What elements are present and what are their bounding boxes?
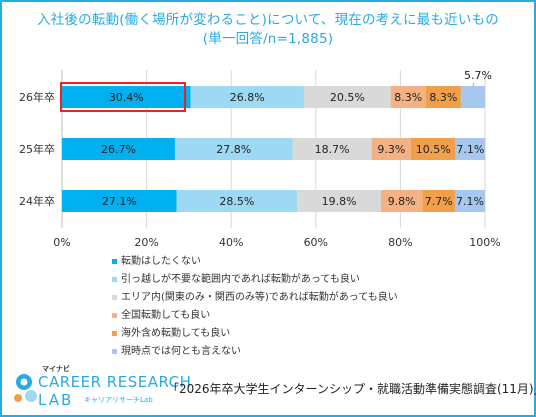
legend-label: 全国転勤しても良い (121, 310, 211, 321)
legend-swatch (112, 277, 117, 282)
x-tick-label: 60% (304, 236, 328, 249)
data-label: 19.8% (322, 195, 357, 208)
x-tick-label: 0% (53, 236, 70, 249)
bar-segment (454, 190, 485, 212)
bar-segment (62, 138, 175, 160)
category-label: 25年卒 (19, 142, 55, 156)
data-label: 27.8% (216, 143, 251, 156)
bar-segment (62, 86, 191, 108)
chart-legend: 転勤はしたくない引っ越しが不要な範囲内であれば転勤があっても良いエリア内(関東の… (112, 253, 398, 361)
chart-subtitle: (単一回答/n=1,885) (202, 31, 334, 47)
legend-item: 現時点では何とも言えない (112, 343, 398, 361)
legend-item: エリア内(関東のみ・関西のみ等)であれば転勤があっても良い (112, 289, 398, 307)
legend-swatch (112, 349, 117, 354)
legend-label: 転勤はしたくない (121, 256, 201, 267)
data-label: 26.7% (101, 143, 136, 156)
bar-segment (410, 138, 456, 160)
data-label: 20.5% (330, 91, 365, 104)
highlight-box (60, 82, 186, 112)
x-tick-label: 80% (388, 236, 412, 249)
data-label: 7.7% (425, 195, 453, 208)
legend-item: 引っ越しが不要な範囲内であれば転勤があっても良い (112, 271, 398, 289)
legend-swatch (112, 295, 117, 300)
legend-swatch (112, 331, 117, 336)
data-label: 27.1% (102, 195, 137, 208)
bar-segment (190, 86, 304, 108)
bar-segment (174, 138, 293, 160)
source-note: 「2026年卒大学生インターンシップ・就職活動準備実態調査(11月)」 (167, 382, 536, 396)
data-label: 18.7% (315, 143, 350, 156)
data-label: 26.8% (230, 91, 265, 104)
x-tick-label: 40% (219, 236, 243, 249)
legend-label: 現時点では何とも言えない (121, 346, 241, 357)
data-label: 9.8% (388, 195, 416, 208)
leader-line (472, 82, 475, 87)
bar-segment (371, 138, 411, 160)
x-tick-label: 20% (134, 236, 158, 249)
data-label: 9.3% (377, 143, 405, 156)
career-research-lab-logo (14, 374, 37, 402)
category-label: 24年卒 (19, 194, 55, 208)
category-label: 26年卒 (19, 90, 55, 104)
bar-segment (390, 86, 426, 108)
bar-segment (292, 138, 372, 160)
data-label: 10.5% (416, 143, 451, 156)
chart-title: 入社後の転勤(働く場所が変わること)について、現在の考えに最も近いもの (37, 12, 499, 28)
data-label: 8.3% (394, 91, 422, 104)
legend-item: 転勤はしたくない (112, 253, 398, 271)
data-label: 5.7% (464, 69, 492, 82)
data-label: 8.3% (429, 91, 457, 104)
bar-segment (422, 190, 455, 212)
data-label: 28.5% (219, 195, 254, 208)
legend-label: 海外含め転勤しても良い (121, 328, 231, 339)
bar-segment (297, 190, 381, 212)
bar-segment (303, 86, 391, 108)
legend-label: 引っ越しが不要な範囲内であれば転勤があっても良い (121, 274, 360, 285)
bar-segment (62, 190, 177, 212)
data-label: 7.1% (456, 143, 484, 156)
legend-item: 全国転勤しても良い (112, 307, 398, 325)
bar-segment (455, 138, 486, 160)
logo-brand-line2: LAB (38, 391, 74, 409)
bar-segment (425, 86, 461, 108)
logo-brand-line1: CAREER RESEARCH (38, 373, 192, 391)
bar-segment (460, 86, 485, 108)
logo-brand-small: マイナビ (42, 365, 70, 373)
legend-label: エリア内(関東のみ・関西のみ等)であれば転勤があっても良い (121, 292, 398, 303)
bar-segment (380, 190, 423, 212)
legend-swatch (112, 313, 117, 318)
legend-swatch (112, 259, 117, 264)
legend-item: 海外含め転勤しても良い (112, 325, 398, 343)
stacked-bar-chart: 0% 20% 40% 60% 80% 100% 26年卒 30.4% 26.8% 20.5% 8.3… (19, 69, 501, 249)
bar-segment (176, 190, 298, 212)
data-label: 30.4% (109, 91, 144, 104)
x-tick-label: 100% (469, 236, 500, 249)
data-label: 7.1% (456, 195, 484, 208)
logo-brand-sub: キャリアリサーチLab (84, 396, 153, 404)
